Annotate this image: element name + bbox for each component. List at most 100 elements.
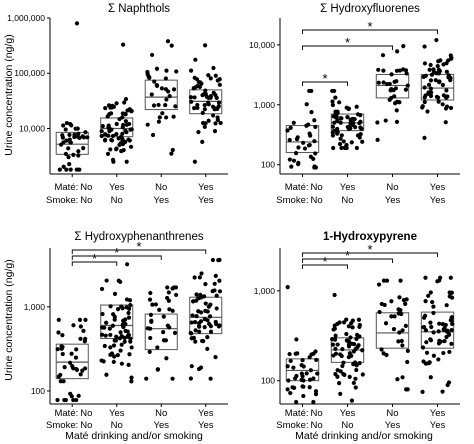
data-point xyxy=(299,371,304,376)
data-point xyxy=(338,120,343,125)
data-point xyxy=(120,138,125,143)
data-point xyxy=(403,87,409,92)
data-point xyxy=(67,132,72,137)
data-point xyxy=(128,144,134,149)
data-point xyxy=(85,135,90,140)
data-point xyxy=(103,132,108,137)
data-point xyxy=(348,335,353,340)
data-point xyxy=(196,129,201,135)
data-point xyxy=(164,68,169,73)
data-point xyxy=(207,314,213,319)
data-point xyxy=(80,368,85,373)
significance-bracket xyxy=(71,261,118,266)
data-point xyxy=(285,364,290,369)
data-point xyxy=(165,323,170,328)
data-point xyxy=(358,132,363,137)
data-point xyxy=(124,159,129,164)
data-point xyxy=(428,93,434,99)
data-point xyxy=(376,80,381,85)
data-point xyxy=(312,139,317,144)
data-point xyxy=(111,343,117,348)
data-point xyxy=(428,338,434,343)
data-point xyxy=(387,97,392,103)
data-point xyxy=(377,309,382,315)
data-point xyxy=(72,132,77,137)
data-point xyxy=(169,151,174,156)
data-point xyxy=(167,307,172,312)
data-point xyxy=(293,376,298,381)
data-point xyxy=(313,124,318,130)
data-point xyxy=(420,345,426,350)
data-point xyxy=(203,301,208,306)
data-point xyxy=(173,104,178,109)
data-point xyxy=(123,119,128,124)
data-point xyxy=(216,324,222,329)
data-point xyxy=(123,112,128,117)
data-point xyxy=(208,376,213,381)
data-point xyxy=(148,335,153,341)
data-point xyxy=(167,94,172,99)
data-point xyxy=(304,371,309,376)
data-point xyxy=(80,134,85,139)
data-point xyxy=(190,313,195,318)
panels: Σ Naphthols10,000100,0001,000,000NoNoYes… xyxy=(7,3,460,431)
data-point xyxy=(159,86,165,91)
y-tick-label: 100 xyxy=(261,160,275,170)
data-point xyxy=(107,129,112,134)
category-smoke-label: Yes xyxy=(385,195,401,206)
box xyxy=(375,312,410,349)
data-point xyxy=(356,317,362,322)
data-point xyxy=(156,102,161,108)
data-point xyxy=(300,384,305,389)
data-point xyxy=(330,102,335,108)
category-mate-label: Yes xyxy=(198,182,214,193)
data-point xyxy=(192,95,197,100)
data-point xyxy=(441,327,446,332)
data-point xyxy=(437,321,442,326)
data-point xyxy=(299,363,304,368)
panel-3: Σ Hydroxyphenanthrenes1001,000NoNoYesNoN… xyxy=(24,231,228,431)
y-tick-label: 1,000 xyxy=(254,100,276,110)
data-point xyxy=(157,115,162,120)
significance-star: * xyxy=(136,239,141,254)
data-point xyxy=(103,105,108,111)
data-point xyxy=(339,145,344,151)
data-point xyxy=(428,86,433,91)
data-point xyxy=(345,124,350,130)
data-point xyxy=(339,353,344,359)
data-point xyxy=(354,104,359,109)
data-point xyxy=(420,389,425,395)
data-point xyxy=(170,286,175,291)
data-point xyxy=(195,105,200,111)
data-point xyxy=(356,343,361,348)
data-point xyxy=(308,154,313,159)
data-point xyxy=(428,320,433,325)
significance-star: * xyxy=(322,71,327,86)
data-point xyxy=(396,339,401,344)
data-point xyxy=(448,105,454,111)
significance-bracket xyxy=(302,29,438,34)
category-mate-label: No xyxy=(80,408,92,419)
panel-title: 1-Hydroxypyrene xyxy=(323,231,417,243)
data-point xyxy=(60,351,65,357)
data-point xyxy=(333,351,339,356)
data-point xyxy=(421,359,426,364)
data-point xyxy=(163,76,168,81)
data-point xyxy=(74,347,79,352)
data-point xyxy=(440,389,445,394)
data-point xyxy=(311,376,316,381)
data-point xyxy=(424,340,429,345)
data-point xyxy=(401,67,406,72)
data-point xyxy=(449,55,454,60)
data-point xyxy=(398,308,403,313)
data-point xyxy=(394,68,400,73)
data-point xyxy=(202,325,207,330)
data-point xyxy=(211,90,216,95)
data-point xyxy=(333,333,338,338)
data-point xyxy=(210,257,215,263)
data-point xyxy=(333,115,339,120)
data-point xyxy=(188,68,194,73)
category-mate-label: No xyxy=(155,182,167,193)
data-point xyxy=(67,360,73,365)
data-point xyxy=(313,391,319,397)
